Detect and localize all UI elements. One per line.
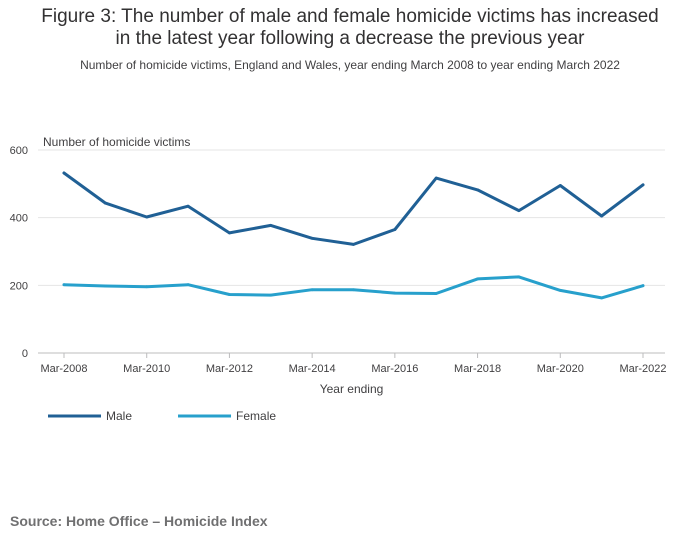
male-data-point xyxy=(517,209,521,212)
female-data-point xyxy=(517,275,521,279)
chart-title-line-1: Figure 3: The number of male and female … xyxy=(41,6,659,27)
female-data-point xyxy=(228,293,231,296)
x-tick-label: Mar-2008 xyxy=(40,363,87,375)
female-data-point xyxy=(434,292,438,295)
x-tick-label: Mar-2022 xyxy=(619,363,666,375)
male-data-point xyxy=(352,242,355,246)
x-tick-label: Mar-2018 xyxy=(454,363,501,375)
female-data-point xyxy=(145,285,149,289)
y-tick-label: 600 xyxy=(10,145,28,157)
male-data-point xyxy=(558,184,562,187)
male-data-point xyxy=(228,231,231,235)
male-series-line xyxy=(62,171,645,246)
male-data-point xyxy=(393,228,397,231)
female-data-point xyxy=(186,283,190,287)
chart-title: Figure 3: The number of male and female … xyxy=(0,6,700,50)
male-data-point xyxy=(434,176,438,180)
x-axis-title: Year ending xyxy=(320,382,384,396)
male-data-point xyxy=(269,224,273,227)
female-series-line xyxy=(62,275,645,300)
x-tick-label: Mar-2012 xyxy=(206,363,253,375)
y-tick-label: 400 xyxy=(10,213,28,225)
female-data-point xyxy=(352,288,355,292)
female-data-point xyxy=(103,284,107,288)
female-data-point xyxy=(393,291,397,295)
female-data-point xyxy=(600,296,604,300)
x-tick-label: Mar-2016 xyxy=(371,363,418,375)
male-data-point xyxy=(641,183,645,187)
y-tick-label: 200 xyxy=(10,280,28,292)
male-data-point xyxy=(62,171,66,175)
male-data-point xyxy=(186,204,190,208)
chart-title-line-2: in the latest year following a decrease … xyxy=(115,28,585,49)
female-data-point xyxy=(62,283,66,287)
female-data-point xyxy=(641,284,645,288)
female-data-point xyxy=(269,293,273,297)
female-data-point xyxy=(476,277,479,281)
x-tick-label: Mar-2014 xyxy=(289,363,336,375)
male-data-point xyxy=(145,215,149,219)
male-data-point xyxy=(476,188,479,192)
male-data-point xyxy=(600,214,604,218)
source-note: Source: Home Office – Homicide Index xyxy=(10,513,268,529)
female-data-point xyxy=(558,289,562,292)
chart-subtitle: Number of homicide victims, England and … xyxy=(80,58,620,72)
legend-label-female: Female xyxy=(236,409,276,423)
male-data-point xyxy=(310,236,314,240)
x-tick-label: Mar-2020 xyxy=(537,363,584,375)
x-tick-label: Mar-2010 xyxy=(123,363,170,375)
y-tick-label: 0 xyxy=(22,348,28,360)
male-data-point xyxy=(103,201,107,205)
legend-label-male: Male xyxy=(106,409,132,423)
female-data-point xyxy=(310,288,314,292)
y-axis-title: Number of homicide victims xyxy=(43,135,190,149)
